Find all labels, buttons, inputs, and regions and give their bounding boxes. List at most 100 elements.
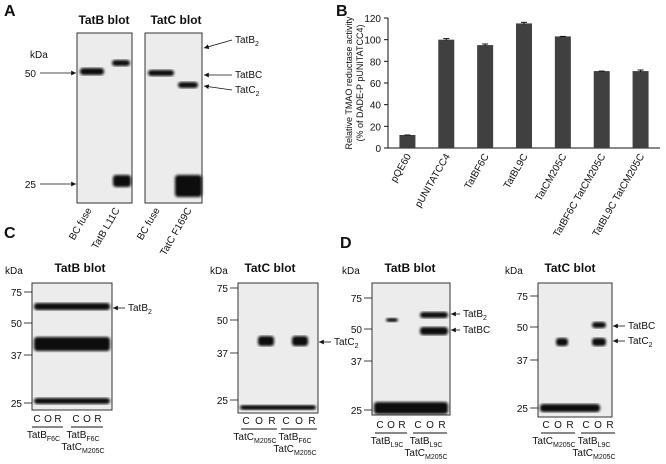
band-label: TatB2 bbox=[235, 35, 259, 48]
band bbox=[258, 336, 274, 346]
group-label: TatBL9C bbox=[410, 436, 443, 449]
label-sub: M205C bbox=[593, 454, 616, 461]
x-tick-label: TatCM205C bbox=[534, 152, 570, 203]
blot bbox=[237, 282, 319, 414]
label-main: TatC bbox=[235, 85, 256, 96]
band bbox=[113, 175, 131, 187]
x-tick-label: TatBL9C bbox=[502, 152, 531, 191]
lane-label: C bbox=[414, 420, 421, 431]
y-axis-label: Relative TMAO reductase activity bbox=[344, 16, 354, 149]
lane-label: R bbox=[54, 414, 61, 425]
blot-title: TatB blot bbox=[54, 261, 105, 275]
label-sub: L9C bbox=[430, 442, 443, 449]
kda-label: kDa bbox=[5, 266, 23, 277]
marker-label: 50 bbox=[517, 323, 529, 334]
label-sub: 2 bbox=[148, 309, 152, 316]
label-main: TatB bbox=[278, 432, 298, 443]
blot-title: TatB blot bbox=[384, 261, 435, 275]
label-sub: 2 bbox=[255, 41, 259, 48]
marker-label: 25 bbox=[11, 399, 23, 410]
marker-label: 25 bbox=[217, 396, 229, 407]
group-label: TatBF6C bbox=[66, 430, 99, 443]
lane-label: O bbox=[255, 416, 263, 427]
label-main: TatBC bbox=[628, 321, 655, 332]
label-sub: M205C bbox=[254, 438, 277, 445]
lane-label: R bbox=[606, 420, 613, 431]
label-main: TatB bbox=[27, 430, 47, 441]
group-label: TatBF6C bbox=[278, 432, 311, 445]
band bbox=[34, 398, 110, 404]
panel-label: B bbox=[336, 3, 348, 20]
band bbox=[420, 312, 448, 318]
marker-label: 75 bbox=[217, 284, 229, 295]
lane-label: C bbox=[242, 416, 249, 427]
label-main: TatBC bbox=[235, 70, 262, 81]
band bbox=[386, 318, 398, 322]
lane-label: O bbox=[295, 416, 303, 427]
bar bbox=[593, 71, 610, 148]
lane-label: R bbox=[94, 414, 101, 425]
lane-label: BC fuse bbox=[135, 206, 163, 243]
marker-label: 37 bbox=[217, 349, 229, 360]
marker-label: 50 bbox=[25, 69, 37, 80]
label-sub: M205C bbox=[425, 454, 448, 461]
band bbox=[178, 82, 198, 88]
band bbox=[592, 322, 606, 328]
group-label: TatCM205C bbox=[532, 436, 575, 449]
label-main: TatB bbox=[410, 436, 430, 447]
y-tick-label: 120 bbox=[364, 14, 381, 25]
bar bbox=[399, 135, 416, 148]
band bbox=[374, 402, 448, 414]
bar bbox=[438, 39, 455, 148]
label-main: TatC bbox=[273, 444, 294, 455]
lane-label: C bbox=[376, 420, 383, 431]
lane-label: C bbox=[282, 416, 289, 427]
x-tick-label: TatBF6C bbox=[463, 152, 492, 191]
marker-label: 75 bbox=[11, 288, 23, 299]
marker-label: 75 bbox=[351, 294, 363, 305]
lane-label: C bbox=[72, 414, 79, 425]
kda-label: kDa bbox=[342, 266, 360, 277]
label-main: TatC bbox=[572, 448, 593, 459]
group-label: TatCM205C bbox=[233, 432, 276, 445]
label-main: TatB bbox=[235, 35, 255, 46]
band-label: TatBC bbox=[463, 325, 490, 336]
blot-title: TatB blot bbox=[78, 13, 129, 27]
lane-label: TatC F169C bbox=[158, 206, 194, 258]
group-label: TatCM205C bbox=[404, 448, 447, 461]
band bbox=[540, 404, 600, 412]
marker-label: 37 bbox=[351, 357, 363, 368]
lane-label: R bbox=[438, 420, 445, 431]
kda-label: kDa bbox=[30, 50, 48, 61]
label-main: TatB bbox=[371, 436, 391, 447]
label-sub: L9C bbox=[598, 442, 611, 449]
label-main: TatC bbox=[404, 448, 425, 459]
y-tick-label: 60 bbox=[370, 79, 382, 90]
bar bbox=[477, 45, 494, 149]
blot bbox=[144, 32, 203, 204]
band bbox=[148, 70, 174, 76]
label-main: TatC bbox=[628, 336, 649, 347]
lane-label: TatB L11C bbox=[90, 206, 123, 251]
band-label: TatB2 bbox=[128, 303, 152, 316]
lane-label: C bbox=[33, 414, 40, 425]
y-tick-label: 80 bbox=[370, 57, 382, 68]
label-sub: M205C bbox=[82, 448, 105, 455]
lane-label: O bbox=[44, 414, 52, 425]
band bbox=[34, 303, 110, 310]
marker-label: 37 bbox=[11, 351, 23, 362]
x-tick-label: pQE60 bbox=[389, 152, 414, 185]
label-sub: 2 bbox=[483, 315, 487, 322]
label-sub: 2 bbox=[355, 343, 359, 350]
lane-label: BC fuse bbox=[67, 206, 95, 243]
y-tick-label: 100 bbox=[364, 36, 381, 47]
band bbox=[292, 336, 308, 346]
blot-title: TatC blot bbox=[244, 261, 295, 275]
band bbox=[34, 337, 110, 351]
marker-label: 25 bbox=[517, 404, 529, 415]
band bbox=[420, 327, 448, 335]
lane-label: O bbox=[594, 420, 602, 431]
label-main: TatB bbox=[463, 309, 483, 320]
band bbox=[175, 175, 202, 197]
